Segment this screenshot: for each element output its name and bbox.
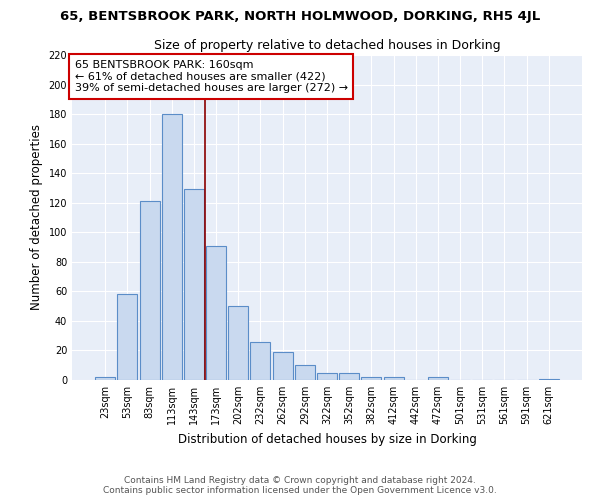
Bar bbox=[140, 201, 160, 380]
Bar bbox=[295, 365, 315, 380]
Bar bbox=[184, 190, 204, 380]
Bar bbox=[228, 306, 248, 380]
Bar bbox=[428, 377, 448, 380]
Bar bbox=[361, 377, 382, 380]
Y-axis label: Number of detached properties: Number of detached properties bbox=[30, 124, 43, 310]
Bar bbox=[317, 372, 337, 380]
Bar bbox=[272, 352, 293, 380]
X-axis label: Distribution of detached houses by size in Dorking: Distribution of detached houses by size … bbox=[178, 432, 476, 446]
Bar bbox=[95, 377, 115, 380]
Text: Contains HM Land Registry data © Crown copyright and database right 2024.
Contai: Contains HM Land Registry data © Crown c… bbox=[103, 476, 497, 495]
Bar bbox=[118, 294, 137, 380]
Bar bbox=[250, 342, 271, 380]
Bar bbox=[339, 372, 359, 380]
Bar bbox=[162, 114, 182, 380]
Bar bbox=[206, 246, 226, 380]
Bar bbox=[383, 377, 404, 380]
Title: Size of property relative to detached houses in Dorking: Size of property relative to detached ho… bbox=[154, 40, 500, 52]
Bar bbox=[539, 378, 559, 380]
Text: 65, BENTSBROOK PARK, NORTH HOLMWOOD, DORKING, RH5 4JL: 65, BENTSBROOK PARK, NORTH HOLMWOOD, DOR… bbox=[60, 10, 540, 23]
Text: 65 BENTSBROOK PARK: 160sqm
← 61% of detached houses are smaller (422)
39% of sem: 65 BENTSBROOK PARK: 160sqm ← 61% of deta… bbox=[74, 60, 347, 93]
